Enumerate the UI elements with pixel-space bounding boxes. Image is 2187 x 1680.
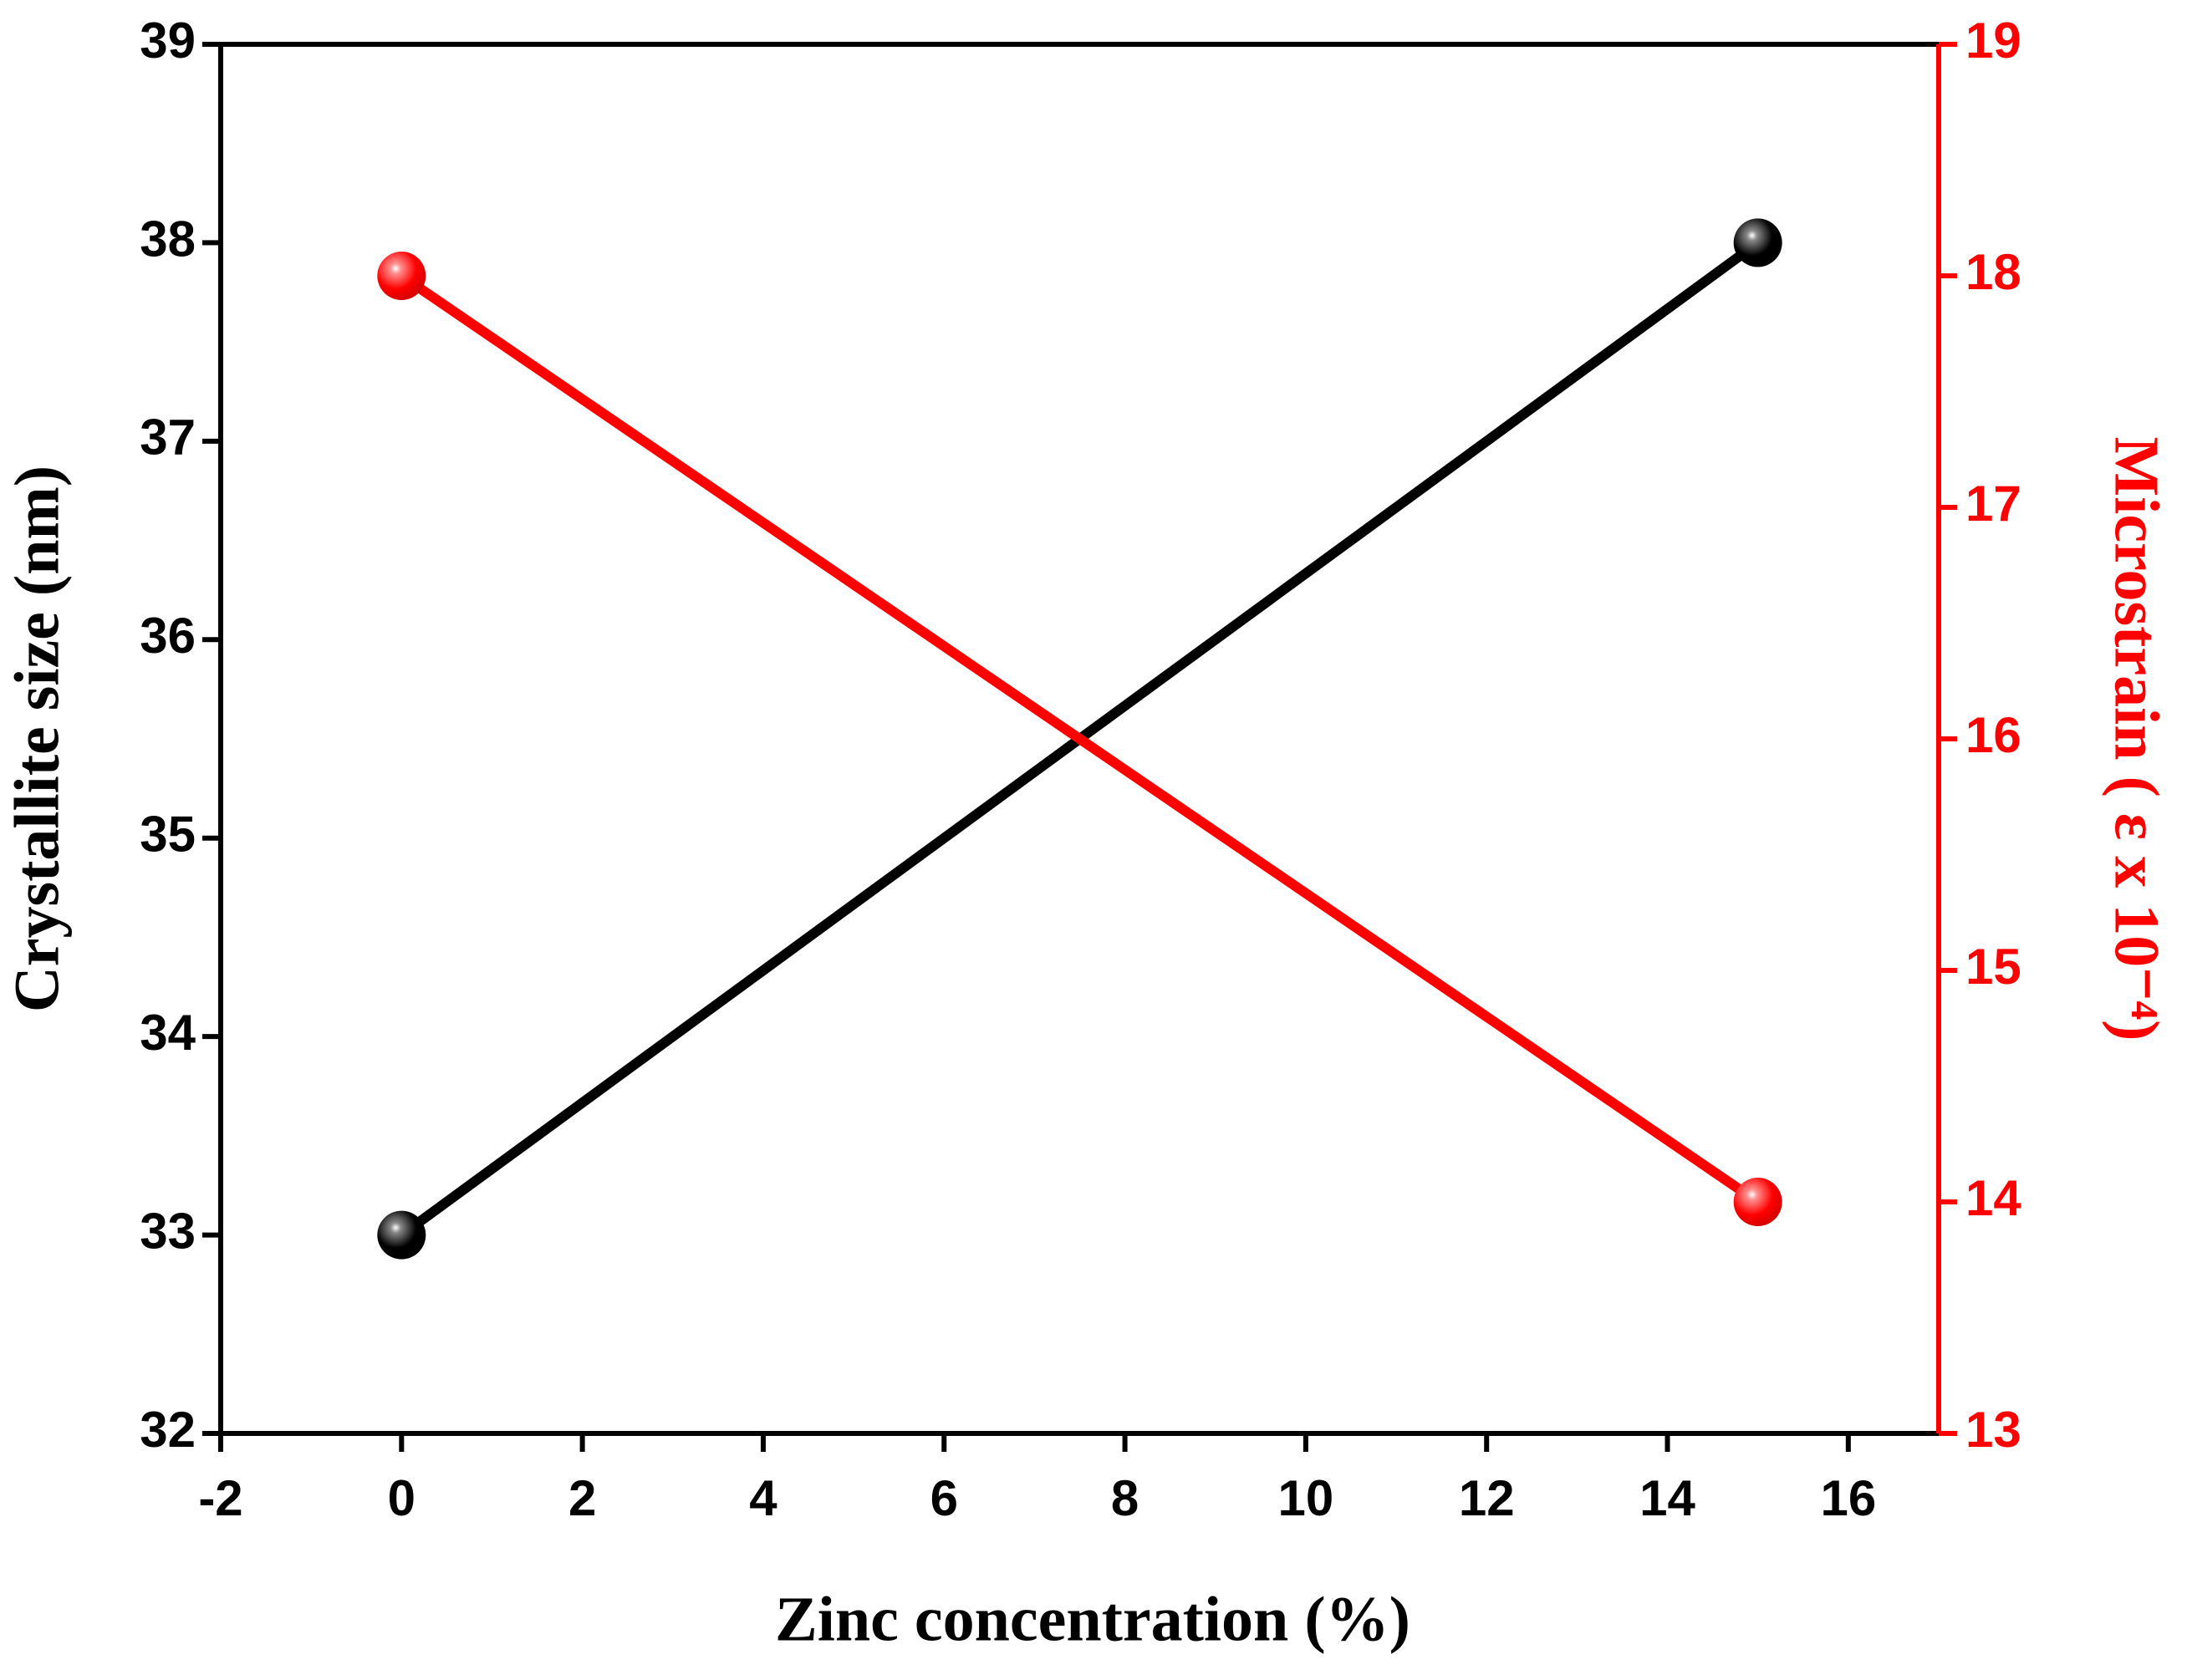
y-tick-label: 38 xyxy=(140,211,196,267)
plot-frame xyxy=(218,42,1939,1436)
x-tick-label: 8 xyxy=(1111,1470,1139,1526)
x-tick-label: 4 xyxy=(749,1470,777,1526)
x-tick-label: 16 xyxy=(1820,1470,1876,1526)
y-tick-label: 33 xyxy=(140,1203,196,1259)
y2-tick-label: 19 xyxy=(1965,13,2021,69)
x-tick-label: 6 xyxy=(930,1470,958,1526)
x-tick-label: 10 xyxy=(1278,1470,1334,1526)
y2-axis-title: Microstrain ( ε x 10⁻⁴) xyxy=(2102,437,2172,1041)
x-axis-title: Zinc concentration (%) xyxy=(775,1584,1410,1654)
y-tick-label: 34 xyxy=(140,1005,196,1061)
x-tick-label: 12 xyxy=(1459,1470,1515,1526)
y2-tick-label: 18 xyxy=(1965,244,2021,300)
y2-tick-label: 15 xyxy=(1965,939,2021,995)
marker xyxy=(1733,1178,1782,1226)
y2-tick-label: 17 xyxy=(1965,476,2021,532)
y-tick-label: 37 xyxy=(140,410,196,466)
y2-tick-label: 13 xyxy=(1965,1402,2021,1458)
y-axis-title: Crystallite size (nm) xyxy=(2,466,72,1012)
marker xyxy=(377,1210,426,1260)
x-tick-label: 2 xyxy=(568,1470,596,1526)
marker xyxy=(377,252,426,300)
y-tick-label: 36 xyxy=(140,608,196,664)
y-tick-label: 39 xyxy=(140,13,196,69)
x-tick-label: 14 xyxy=(1639,1470,1695,1526)
y-tick-label: 35 xyxy=(140,807,196,863)
y2-tick-label: 14 xyxy=(1965,1170,2021,1226)
marker xyxy=(1733,218,1782,267)
series-line xyxy=(398,272,1761,1206)
y2-tick-label: 16 xyxy=(1965,707,2021,763)
x-tick-label: 0 xyxy=(388,1470,415,1526)
x-tick-label: -2 xyxy=(198,1470,242,1526)
y-tick-label: 32 xyxy=(140,1402,196,1458)
